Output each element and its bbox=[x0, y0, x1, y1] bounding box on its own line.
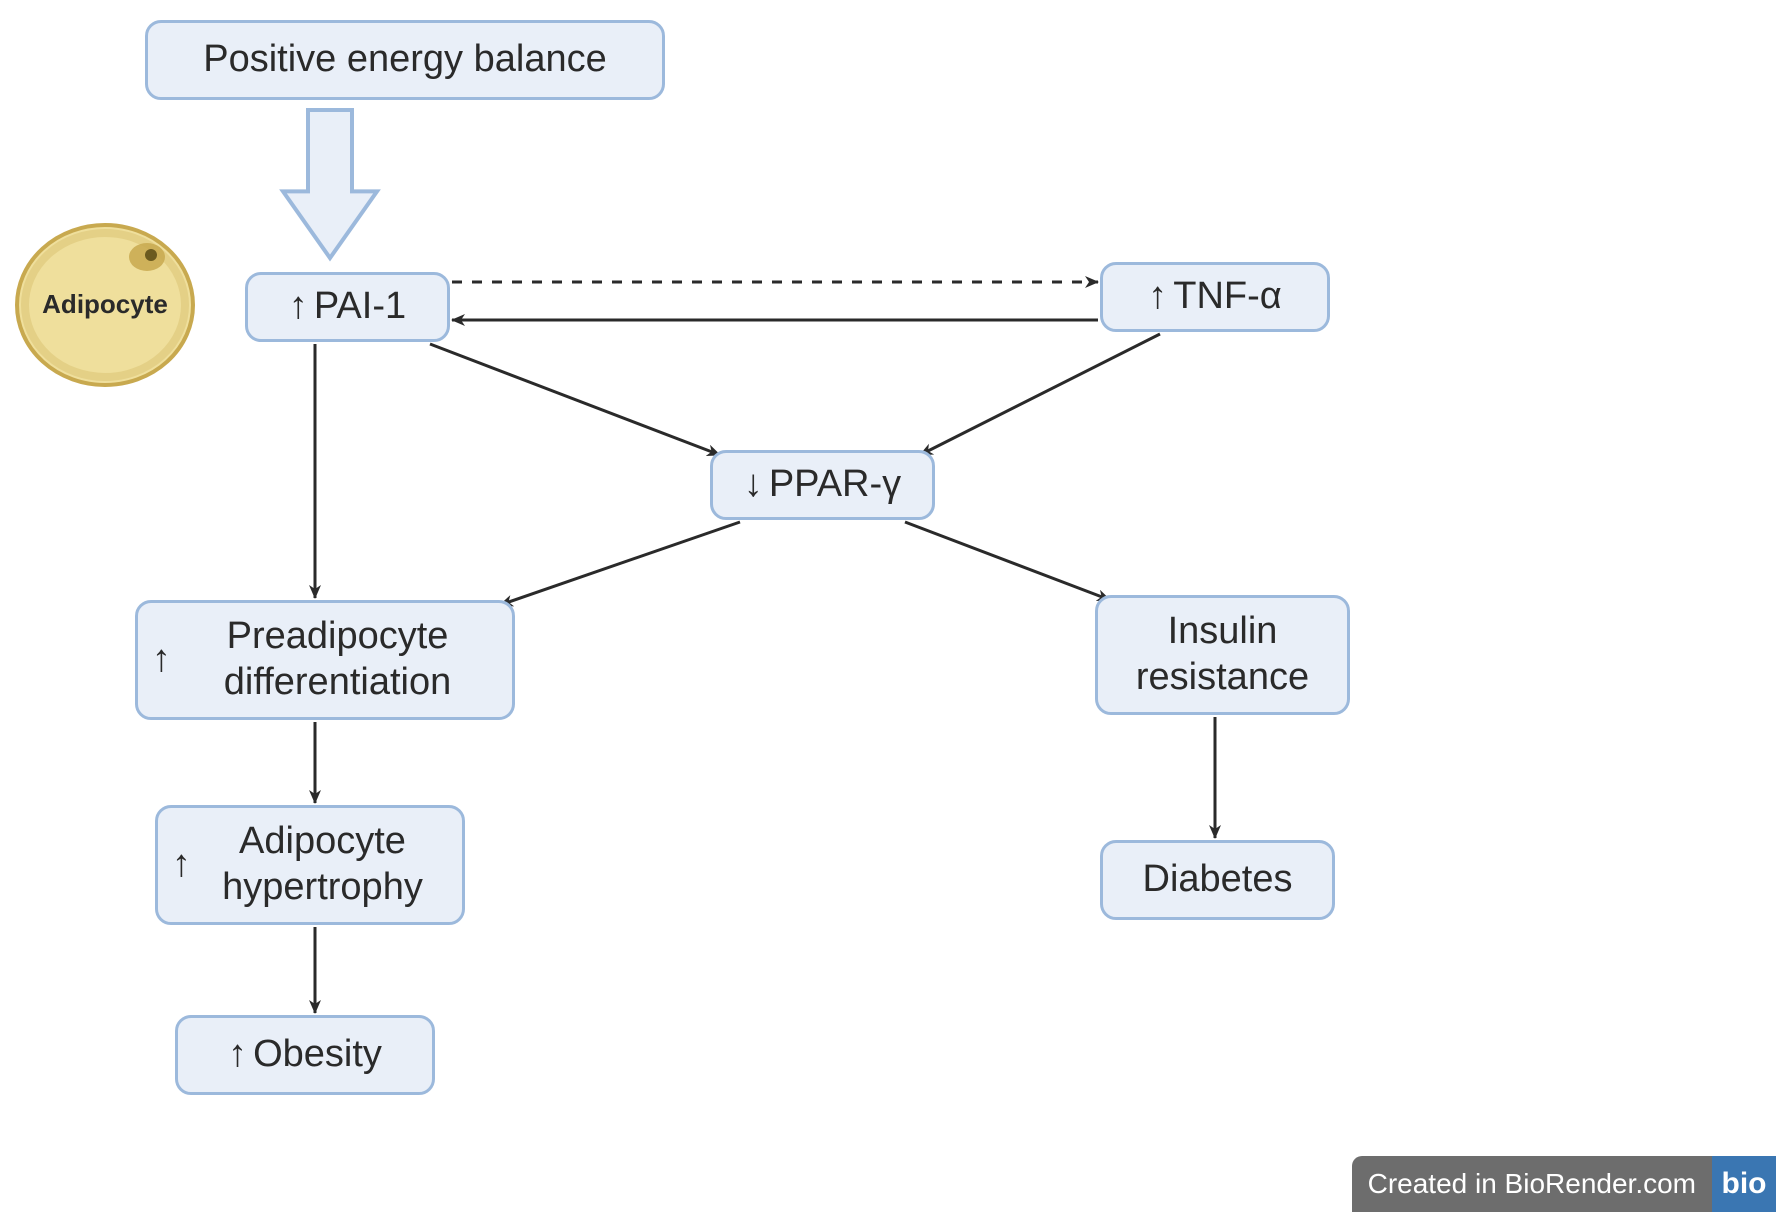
node-hyper: ↑Adipocyte hypertrophy bbox=[155, 805, 465, 925]
edge-ppar-insres bbox=[905, 522, 1110, 600]
watermark-biorender: Created in BioRender.com bio bbox=[1352, 1156, 1776, 1212]
node-pai1: ↑PAI-1 bbox=[245, 272, 450, 342]
node-label: PAI-1 bbox=[314, 284, 406, 330]
node-label: Positive energy balance bbox=[203, 37, 606, 83]
node-tnfa: ↑TNF-α bbox=[1100, 262, 1330, 332]
node-insres: Insulin resistance bbox=[1095, 595, 1350, 715]
node-label: Diabetes bbox=[1143, 857, 1293, 903]
up-arrow-icon: ↑ bbox=[228, 1032, 247, 1078]
edge-pai1-ppar bbox=[430, 344, 720, 455]
node-label: Insulin resistance bbox=[1112, 609, 1333, 700]
up-arrow-icon: ↑ bbox=[152, 637, 171, 683]
node-preadip: ↑Preadipocyte differentiation bbox=[135, 600, 515, 720]
node-label: Preadipocyte differentiation bbox=[177, 614, 498, 705]
up-arrow-icon: ↑ bbox=[289, 284, 308, 330]
watermark-text: Created in BioRender.com bbox=[1352, 1168, 1712, 1200]
node-obesity: ↑Obesity bbox=[175, 1015, 435, 1095]
node-energy: Positive energy balance bbox=[145, 20, 665, 100]
down-arrow-icon: ↓ bbox=[744, 462, 763, 508]
adipocyte-label: Adipocyte bbox=[35, 289, 175, 321]
node-label: TNF-α bbox=[1173, 274, 1282, 320]
node-ppar: ↓PPAR-γ bbox=[710, 450, 935, 520]
node-diabetes: Diabetes bbox=[1100, 840, 1335, 920]
node-label: Obesity bbox=[253, 1032, 382, 1078]
up-arrow-icon: ↑ bbox=[1148, 274, 1167, 320]
node-label: PPAR-γ bbox=[769, 462, 901, 508]
edge-ppar-preadip bbox=[500, 522, 740, 605]
node-label: Adipocyte hypertrophy bbox=[197, 819, 448, 910]
up-arrow-icon: ↑ bbox=[172, 842, 191, 888]
big-arrow-energy-to-pai1 bbox=[283, 110, 377, 258]
watermark-logo: bio bbox=[1712, 1156, 1776, 1212]
edge-tnfa-ppar bbox=[920, 334, 1160, 455]
